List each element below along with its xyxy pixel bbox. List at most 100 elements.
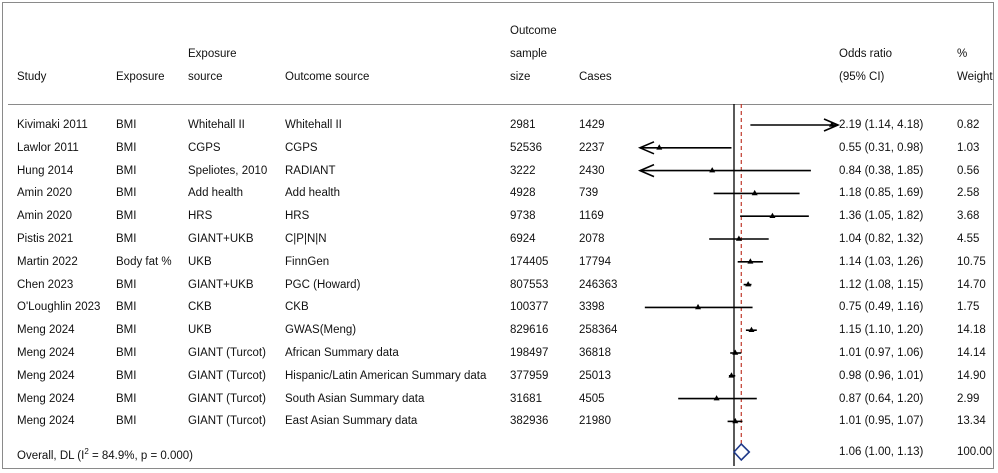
header-sample-line1: Outcome [510, 25, 557, 37]
row-9-exposure-source: CKB [188, 301, 212, 314]
row-1-or-text: 2.19 (1.14, 4.18) [839, 119, 924, 131]
row-5-or-text: 1.36 (1.05, 1.82) [839, 210, 924, 223]
header-sample-line2: sample [510, 48, 548, 60]
row-5-exposure: BMI [116, 210, 137, 223]
row-3-point-estimate [709, 167, 716, 173]
row-4-point-estimate [751, 189, 758, 196]
row-2-weight: 1.03 [957, 141, 980, 154]
row-3-or-text: 0.84 (0.38, 1.85) [839, 164, 924, 177]
row-2-sample-size: 52536 [510, 141, 542, 154]
header-sample-line3: size [510, 71, 531, 83]
row-1-weight: 0.82 [957, 119, 980, 131]
row-11-exposure: BMI [116, 347, 137, 359]
header-exposure: Exposure [116, 71, 165, 83]
row-7-study: Martin 2022 [17, 255, 78, 268]
row-10-cases: 258364 [579, 324, 618, 337]
row-3-exposure-source: Speliotes, 2010 [188, 164, 268, 177]
overall-label-prefix: Overall, DL (I [17, 449, 85, 462]
row-7-sample-size: 174405 [510, 255, 549, 268]
row-8-cases: 246363 [579, 278, 618, 291]
row-9-point-estimate [695, 303, 702, 310]
row-11-point-estimate [732, 349, 739, 355]
row-1-cases: 1429 [579, 119, 605, 131]
row-13-study: Meng 2024 [17, 392, 75, 405]
row-14-point-estimate [732, 417, 739, 424]
row-6-weight: 4.55 [957, 233, 980, 245]
row-1-sample-size: 2981 [510, 119, 536, 131]
row-4-sample-size: 4928 [510, 187, 536, 200]
row-12-sample-size: 377959 [510, 369, 549, 382]
row-9-exposure: BMI [116, 301, 137, 314]
row-12-exposure: BMI [116, 369, 137, 382]
row-11-or-text: 1.01 (0.97, 1.06) [839, 347, 924, 359]
overall-diamond [732, 442, 751, 462]
row-4-study: Amin 2020 [17, 187, 72, 200]
row-10-sample-size: 829616 [510, 324, 549, 337]
row-7-exposure-source: UKB [188, 255, 212, 268]
row-2-cases: 2237 [579, 141, 605, 154]
row-13-exposure-source: GIANT (Turcot) [188, 392, 266, 405]
row-10-weight: 14.18 [957, 324, 986, 337]
overall-weight: 100.00 [957, 446, 993, 458]
row-6-point-estimate [735, 235, 742, 241]
overall-label: Overall, DL (I2 = 84.9%, p = 0.000) [17, 445, 193, 463]
row-12-weight: 14.90 [957, 369, 986, 382]
row-4-or-text: 1.18 (0.85, 1.69) [839, 187, 924, 200]
row-7-or-text: 1.14 (1.03, 1.26) [839, 255, 924, 268]
row-14-sample-size: 382936 [510, 415, 549, 428]
row-12-point-estimate [728, 372, 735, 378]
row-1-exposure: BMI [116, 119, 137, 131]
row-12-outcome-source: Hispanic/Latin American Summary data [285, 369, 487, 382]
row-8-study: Chen 2023 [17, 278, 74, 291]
row-9-sample-size: 100377 [510, 301, 549, 314]
row-9-weight: 1.75 [957, 301, 980, 314]
row-5-outcome-source: HRS [285, 210, 310, 223]
header-study: Study [17, 71, 47, 83]
row-13-point-estimate [713, 395, 720, 401]
row-7-point-estimate [747, 258, 754, 264]
row-3-outcome-source: RADIANT [285, 164, 336, 177]
row-11-sample-size: 198497 [510, 347, 549, 359]
row-4-cases: 739 [579, 187, 599, 200]
row-4-exposure-source: Add health [188, 187, 243, 200]
row-14-exposure: BMI [116, 415, 137, 428]
row-6-exposure: BMI [116, 233, 137, 245]
row-6-study: Pistis 2021 [17, 233, 74, 245]
row-2-ci-arrow-left [637, 141, 655, 155]
row-3-study: Hung 2014 [17, 164, 74, 177]
row-9-outcome-source: CKB [285, 301, 309, 314]
row-3-sample-size: 3222 [510, 164, 536, 177]
row-9-or-text: 0.75 (0.49, 1.16) [839, 301, 924, 314]
row-5-weight: 3.68 [957, 210, 980, 223]
row-1-exposure-source: Whitehall II [188, 119, 245, 131]
row-4-exposure: BMI [116, 187, 137, 200]
row-13-weight: 2.99 [957, 392, 980, 405]
row-8-or-text: 1.12 (1.08, 1.15) [839, 278, 924, 291]
row-14-exposure-source: GIANT (Turcot) [188, 415, 266, 428]
row-13-cases: 4505 [579, 392, 605, 405]
row-1-ci-arrow-right [823, 118, 841, 132]
row-5-study: Amin 2020 [17, 210, 72, 223]
row-3-weight: 0.56 [957, 164, 980, 177]
row-6-outcome-source: C|P|N|N [285, 233, 327, 245]
row-14-weight: 13.34 [957, 415, 986, 428]
row-3-exposure: BMI [116, 164, 137, 177]
row-10-exposure: BMI [116, 324, 137, 337]
row-8-outcome-source: PGC (Howard) [285, 278, 361, 291]
row-7-exposure: Body fat % [116, 255, 172, 268]
row-11-weight: 14.14 [957, 347, 986, 359]
row-6-exposure-source: GIANT+UKB [188, 233, 254, 245]
header-exposure-source-line2: source [188, 71, 223, 83]
row-10-outcome-source: GWAS(Meng) [285, 324, 357, 337]
row-10-point-estimate [748, 326, 755, 332]
row-2-point-estimate [656, 144, 663, 150]
row-11-cases: 36818 [579, 347, 611, 359]
row-13-or-text: 0.87 (0.64, 1.20) [839, 392, 924, 405]
row-14-outcome-source: East Asian Summary data [285, 415, 418, 428]
row-13-exposure: BMI [116, 392, 137, 405]
row-1-outcome-source: Whitehall II [285, 119, 342, 131]
row-5-cases: 1169 [579, 210, 604, 223]
row-14-cases: 21980 [579, 415, 611, 428]
row-6-or-text: 1.04 (0.82, 1.32) [839, 233, 924, 245]
